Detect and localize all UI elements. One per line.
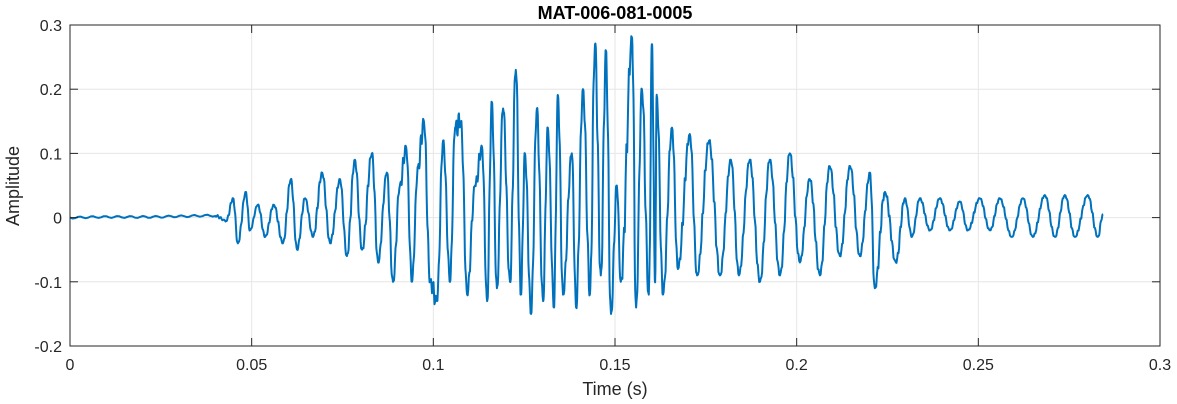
grid [69,24,1161,347]
x-axis-label: Time (s) [582,379,647,399]
y-tick-label: 0.3 [40,18,62,35]
x-tick-label: 0.15 [599,357,630,374]
y-axis-label: Amplitude [3,146,23,226]
y-tick-label: -0.2 [34,339,62,356]
x-tick-label: 0.2 [786,357,808,374]
plot-area [69,35,1104,315]
y-tick-label: 0.2 [40,82,62,99]
y-tick-label: -0.1 [34,275,62,292]
y-tick-label: 0.1 [40,146,62,163]
x-tick-label: 0.3 [1149,357,1171,374]
ticks: 0 0.05 0.1 0.15 0.2 0.25 0.3 -0.2 -0.1 0 0.1 0.2 0.3 [34,18,1171,374]
x-tick-label: 0.05 [236,357,267,374]
waveform-line [69,35,1104,315]
y-tick-label: 0 [53,211,62,228]
chart-title: MAT-006-081-0005 [538,3,693,23]
x-tick-label: 0 [66,357,75,374]
x-tick-label: 0.25 [963,357,994,374]
x-tick-label: 0.1 [422,357,444,374]
